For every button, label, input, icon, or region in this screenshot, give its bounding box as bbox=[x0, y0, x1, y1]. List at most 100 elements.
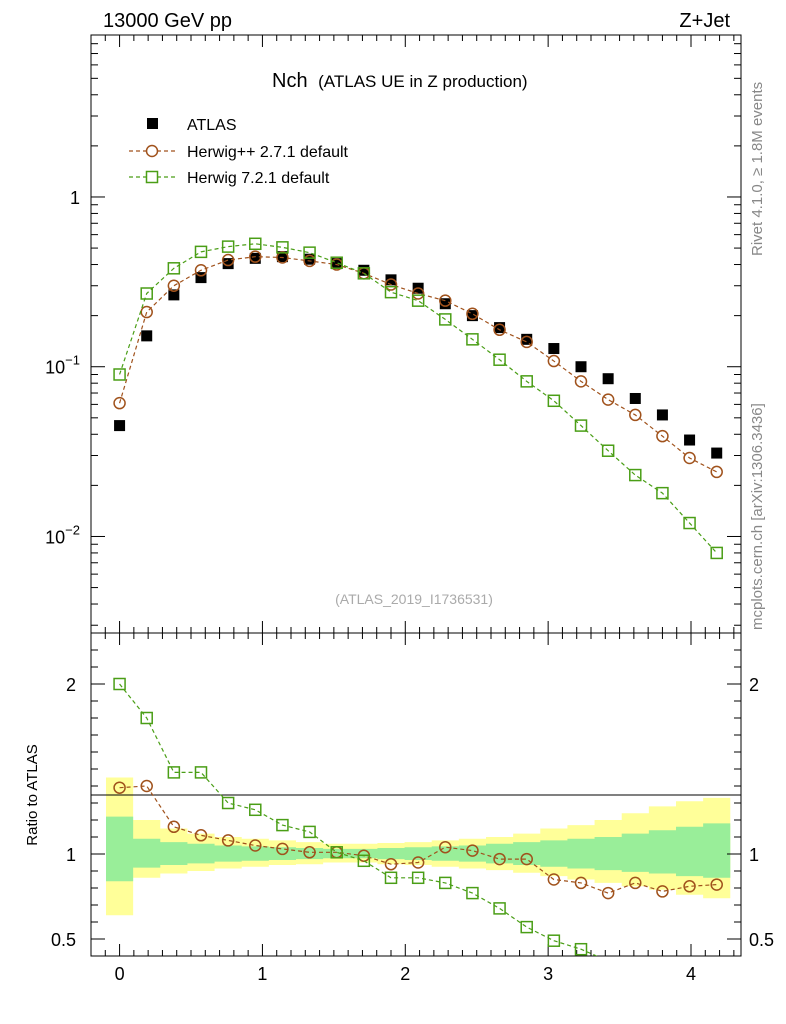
data-point-herwig7 bbox=[601, 444, 615, 457]
y-tick-label-base: 10 bbox=[45, 527, 65, 547]
ratio-point-herwigpp bbox=[167, 820, 181, 834]
data-point-atlas bbox=[141, 330, 153, 342]
data-point-herwig7 bbox=[493, 353, 506, 366]
data-point-atlas bbox=[168, 289, 180, 301]
ratio-point-herwig7 bbox=[276, 818, 289, 832]
data-point-herwig7 bbox=[683, 516, 696, 530]
data-point-atlas bbox=[602, 373, 614, 385]
data-point-herwigpp bbox=[167, 279, 181, 292]
data-point-herwigpp bbox=[601, 393, 615, 406]
data-point-atlas bbox=[711, 447, 723, 459]
ratio-point-herwigpp bbox=[629, 876, 642, 890]
data-point-herwigpp bbox=[493, 323, 506, 337]
ratio-point-herwig7 bbox=[384, 871, 398, 885]
data-point-herwigpp bbox=[710, 465, 723, 479]
analysis-watermark: (ATLAS_2019_I1736531) bbox=[335, 591, 493, 607]
header-energy-label: 13000 GeV pp bbox=[103, 10, 232, 32]
ratio-point-herwigpp bbox=[574, 876, 588, 890]
data-point-herwigpp bbox=[303, 254, 316, 268]
y-tick-label-ratio-left: 0.5 bbox=[51, 930, 76, 950]
data-point-atlas bbox=[656, 409, 668, 421]
ratio-line-herwigpp bbox=[119, 785, 717, 894]
ratio-line-herwig7 bbox=[119, 683, 599, 956]
x-tick-label: 0 bbox=[115, 964, 125, 984]
legend-atlas-label: ATLAS bbox=[187, 117, 237, 134]
ratio-point-herwigpp bbox=[493, 852, 506, 866]
ratio-point-herwig7 bbox=[303, 825, 316, 839]
y-tick-label-main: 10−2 bbox=[45, 522, 80, 547]
data-point-atlas bbox=[575, 361, 587, 373]
data-point-herwig7 bbox=[574, 419, 588, 432]
data-point-herwig7 bbox=[629, 468, 642, 482]
data-point-atlas bbox=[331, 258, 343, 270]
data-point-atlas bbox=[684, 434, 696, 446]
data-point-herwig7 bbox=[113, 368, 126, 381]
legend-herwig7-label: Herwig 7.2.1 default bbox=[187, 170, 330, 187]
plot-title-main: Nch bbox=[272, 70, 308, 92]
ratio-point-herwig7 bbox=[520, 920, 533, 934]
data-point-herwig7 bbox=[167, 262, 181, 275]
y-tick-label-ratio-left: 1 bbox=[66, 845, 76, 865]
y-tick-label-ratio-right: 2 bbox=[749, 675, 759, 695]
data-point-atlas bbox=[114, 420, 126, 432]
data-point-herwig7 bbox=[221, 240, 235, 253]
mcplots-source-label: mcplots.cern.ch [arXiv:1306.3436] bbox=[749, 403, 766, 630]
main-series-layer bbox=[113, 237, 723, 560]
y-tick-label-exponent: −1 bbox=[65, 353, 80, 368]
data-point-herwigpp bbox=[466, 307, 479, 321]
ratio-point-herwigpp bbox=[601, 886, 615, 900]
ratio-series-layer bbox=[113, 677, 723, 956]
ratio-point-herwigpp bbox=[547, 873, 561, 886]
data-point-herwigpp bbox=[140, 305, 153, 319]
data-point-atlas bbox=[195, 272, 207, 284]
data-point-atlas bbox=[385, 274, 397, 286]
data-point-herwig7 bbox=[330, 256, 343, 269]
ratio-point-herwig7 bbox=[113, 677, 126, 691]
data-point-herwigpp bbox=[574, 375, 588, 388]
legend-herwigpp-marker bbox=[145, 144, 159, 158]
ratio-point-herwig7 bbox=[466, 886, 479, 900]
ratio-point-herwig7 bbox=[249, 803, 262, 817]
data-point-herwigpp bbox=[520, 335, 533, 349]
data-point-herwigpp bbox=[249, 250, 262, 263]
data-point-atlas bbox=[466, 310, 478, 322]
x-tick-label: 4 bbox=[686, 964, 696, 984]
data-point-herwigpp bbox=[411, 287, 425, 300]
legend: ATLAS Herwig++ 2.7.1 default Herwig 7.2.… bbox=[129, 117, 349, 187]
ratio-band-inner bbox=[106, 816, 731, 882]
ratio-point-herwig7 bbox=[493, 902, 506, 915]
legend-herwig7-marker bbox=[145, 170, 159, 184]
data-point-herwigpp bbox=[276, 251, 289, 264]
ratio-point-herwigpp bbox=[411, 856, 425, 869]
plot-title-sub: (ATLAS UE in Z production) bbox=[318, 72, 527, 91]
ratio-point-herwig7 bbox=[140, 711, 153, 725]
ratio-point-herwigpp bbox=[439, 840, 452, 854]
y-tick-label-base: 1 bbox=[70, 188, 80, 208]
ratio-point-herwigpp bbox=[710, 878, 723, 891]
ratio-point-herwig7 bbox=[357, 854, 371, 868]
x-tick-label: 3 bbox=[543, 964, 553, 984]
ratio-point-herwigpp bbox=[656, 885, 669, 898]
ratio-point-herwigpp bbox=[520, 852, 533, 866]
data-point-herwig7 bbox=[466, 333, 479, 346]
data-point-herwigpp bbox=[656, 429, 669, 443]
legend-herwigpp-label: Herwig++ 2.7.1 default bbox=[187, 144, 349, 161]
rivet-version-label: Rivet 4.1.0, ≥ 1.8M events bbox=[749, 82, 766, 256]
data-point-herwig7 bbox=[303, 246, 316, 259]
data-point-herwigpp bbox=[547, 354, 561, 368]
data-point-atlas bbox=[358, 264, 370, 276]
data-point-herwig7 bbox=[656, 486, 669, 500]
y-tick-label-ratio-right: 0.5 bbox=[749, 930, 774, 950]
data-point-herwig7 bbox=[249, 237, 262, 251]
data-point-herwigpp bbox=[683, 451, 696, 465]
data-point-herwigpp bbox=[194, 264, 208, 277]
ratio-point-herwigpp bbox=[221, 834, 235, 847]
data-point-herwigpp bbox=[384, 278, 398, 291]
data-point-atlas bbox=[521, 333, 533, 345]
y-tick-label-main: 10−1 bbox=[45, 353, 80, 378]
data-point-atlas bbox=[439, 298, 451, 310]
data-point-herwig7 bbox=[357, 267, 371, 280]
data-point-herwig7 bbox=[710, 546, 723, 560]
ratio-point-herwigpp bbox=[466, 844, 479, 857]
